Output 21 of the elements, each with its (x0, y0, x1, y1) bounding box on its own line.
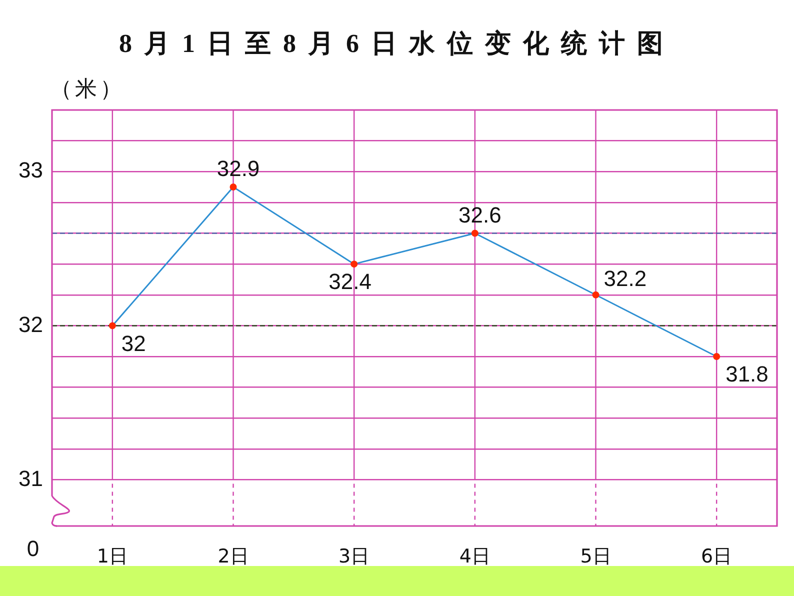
x-tick-label: 2日 (218, 545, 249, 568)
data-label: 31.8 (726, 362, 768, 387)
chart-title: 8月1日至8月6日水位变化统计图 (119, 29, 675, 58)
y-tick-label: 31 (18, 466, 43, 491)
point (230, 184, 237, 191)
x-tick-label: 1日 (96, 545, 128, 568)
y-tick-label: 33 (18, 158, 43, 183)
y-tick-label: 32 (18, 312, 43, 337)
point (592, 291, 600, 298)
y-axis-title: （米） (50, 76, 125, 104)
x-tick-label: 4日 (459, 545, 490, 568)
text: 0 (26, 536, 40, 562)
x-tick-label: 5日 (580, 545, 612, 568)
x-tick-label: 6日 (701, 545, 732, 568)
data-label: 32 (121, 330, 146, 356)
point (108, 322, 116, 330)
point (713, 353, 720, 360)
x-tick-label: 3日 (338, 545, 370, 568)
point (350, 260, 358, 268)
point (471, 230, 478, 237)
data-label: 32.2 (604, 266, 647, 291)
